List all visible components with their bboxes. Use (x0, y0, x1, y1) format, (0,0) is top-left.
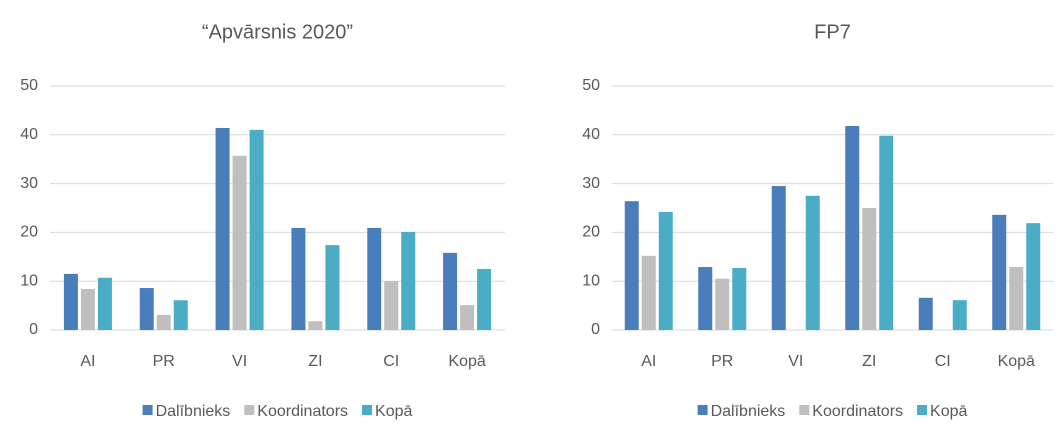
legend-swatch (142, 405, 153, 415)
y-tick-label: 50 (582, 77, 600, 94)
x-tick-label: Kopā (448, 353, 485, 370)
y-tick-label: 0 (29, 321, 38, 338)
bar (805, 195, 820, 330)
bar (845, 126, 860, 331)
bar (1026, 223, 1041, 330)
legend-swatch (362, 405, 373, 415)
x-tick-label: AI (80, 353, 95, 370)
bar (460, 305, 475, 330)
bar (477, 269, 492, 330)
y-tick-label: 10 (582, 272, 600, 289)
bar (173, 300, 188, 330)
legend-label: Dalībnieks (711, 403, 786, 420)
chart-title: FP7 (814, 21, 851, 43)
y-tick-label: 20 (582, 224, 600, 241)
x-tick-label: VI (788, 353, 803, 370)
legend-label: Koordinators (257, 403, 348, 420)
x-tick-label: Kopā (998, 353, 1035, 370)
bar (624, 201, 639, 330)
legend-swatch (917, 405, 928, 415)
bar (862, 208, 877, 330)
x-tick-label: ZI (308, 353, 322, 370)
legend-label: Kopā (375, 403, 412, 420)
bar (308, 321, 323, 330)
legend-label: Dalībnieks (156, 403, 231, 420)
y-tick-label: 40 (20, 126, 38, 143)
bar (232, 155, 247, 330)
bar (641, 255, 656, 330)
y-tick-label: 10 (20, 272, 38, 289)
bar (325, 245, 340, 330)
x-tick-label: VI (232, 353, 247, 370)
bar (658, 211, 673, 330)
y-tick-label: 0 (591, 321, 600, 338)
x-tick-label: CI (935, 353, 951, 370)
y-tick-label: 40 (582, 126, 600, 143)
bar (401, 231, 416, 330)
x-tick-label: PR (153, 353, 175, 370)
bar (918, 297, 933, 330)
bar (63, 273, 78, 330)
x-tick-label: PR (711, 353, 733, 370)
x-tick-label: AI (641, 353, 656, 370)
legend-swatch (244, 405, 255, 415)
bar (156, 314, 171, 330)
x-tick-label: CI (383, 353, 399, 370)
bar (384, 281, 399, 330)
x-tick-label: ZI (862, 353, 876, 370)
bar (879, 135, 894, 330)
bar (291, 228, 306, 330)
bar (80, 289, 95, 330)
bar (367, 228, 382, 330)
bar (992, 214, 1007, 330)
bar (97, 277, 112, 330)
bar (1009, 267, 1024, 330)
bar (771, 186, 786, 330)
y-tick-label: 30 (20, 175, 38, 192)
y-tick-label: 20 (20, 224, 38, 241)
legend-label: Kopā (930, 403, 967, 420)
chart-title: “Apvārsnis 2020” (202, 21, 353, 43)
bar (952, 300, 967, 330)
bar (215, 127, 230, 330)
legend-swatch (799, 405, 810, 415)
bar (139, 288, 154, 330)
bar (732, 268, 747, 330)
legend-label: Koordinators (812, 403, 903, 420)
bar (698, 267, 713, 330)
bar (715, 278, 730, 330)
legend-swatch (697, 405, 708, 415)
y-tick-label: 50 (20, 77, 38, 94)
bar (443, 252, 458, 330)
y-tick-label: 30 (582, 175, 600, 192)
bar (249, 129, 264, 330)
